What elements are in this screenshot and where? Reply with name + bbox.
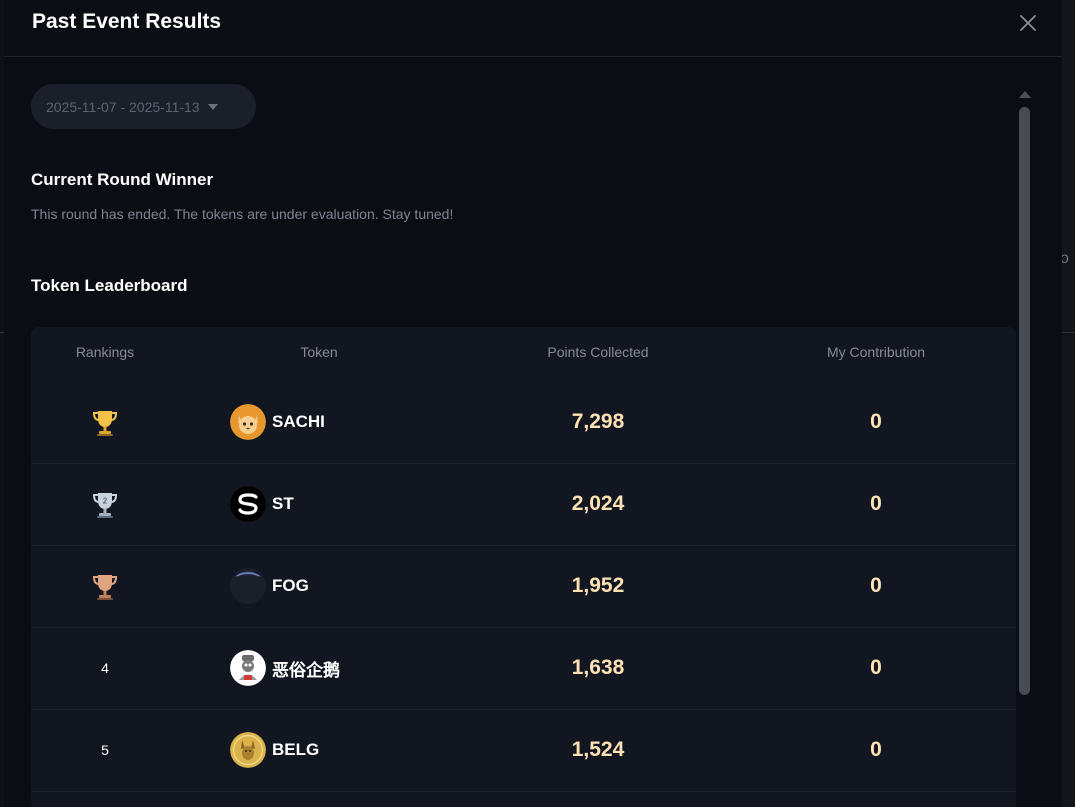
points-value: 2,024 — [571, 492, 625, 515]
close-icon — [1020, 15, 1036, 31]
token-cell: ST — [230, 463, 294, 545]
background-text-peek: o — [1060, 250, 1069, 267]
contribution-value: 0 — [870, 410, 882, 433]
token-cell: 恶俗企鹅 — [230, 627, 340, 709]
rank-cell — [75, 545, 135, 627]
date-range-label: 2025-11-07 - 2025-11-13 — [46, 98, 200, 115]
token-leaderboard-title: Token Leaderboard — [31, 276, 188, 295]
column-header-token: Token — [300, 344, 338, 360]
modal-title: Past Event Results — [32, 10, 222, 33]
token-name: BELG — [272, 740, 320, 759]
modal-header: Past Event Results — [4, 0, 1062, 57]
column-header-contribution: My Contribution — [826, 344, 926, 360]
token-cell: SACHI — [230, 381, 325, 463]
bronze-trophy-icon — [92, 575, 118, 600]
rank-cell: 4 — [75, 627, 135, 709]
background-divider — [0, 332, 4, 333]
points-value: 1,638 — [571, 656, 625, 679]
scrollbar-thumb[interactable] — [1019, 107, 1030, 695]
rank-number: 4 — [101, 660, 109, 676]
caret-down-icon — [207, 103, 218, 110]
dog-coin-avatar-icon — [230, 732, 266, 768]
token-name: 恶俗企鹅 — [272, 660, 340, 680]
table-row[interactable]: 5 BELG 1,524 0 — [31, 709, 1016, 792]
contribution-value: 0 — [870, 574, 882, 597]
points-value: 1,524 — [571, 738, 625, 761]
column-header-points: Points Collected — [547, 344, 649, 360]
table-row[interactable]: 2 ST 2,024 0 — [31, 463, 1016, 546]
svg-text:2: 2 — [103, 497, 108, 506]
background-page-strip — [1062, 0, 1075, 807]
gold-trophy-icon — [92, 411, 118, 436]
rank-cell — [75, 381, 135, 463]
scroll-up-arrow-icon[interactable] — [1019, 91, 1031, 98]
winner-status-message: This round has ended. The tokens are und… — [31, 206, 454, 222]
contribution-value: 0 — [870, 738, 882, 761]
current-round-winner-title: Current Round Winner — [31, 170, 214, 189]
token-cell: BELG — [230, 709, 319, 791]
contribution-value: 0 — [870, 656, 882, 679]
table-row[interactable]: 4 恶俗企鹅 1,638 0 — [31, 627, 1016, 710]
past-event-results-modal: Past Event Results 2025-11-07 - 2025-11-… — [4, 0, 1062, 807]
points-value: 1,952 — [571, 574, 625, 597]
token-name: SACHI — [272, 412, 325, 431]
column-header-rankings: Rankings — [75, 344, 135, 360]
cat-avatar-icon — [230, 404, 266, 440]
table-row[interactable]: FOG 1,952 0 — [31, 545, 1016, 628]
penguin-avatar-icon — [230, 650, 266, 686]
token-name: ST — [272, 494, 294, 513]
contribution-value: 0 — [870, 492, 882, 515]
background-divider — [1062, 332, 1075, 333]
points-value: 7,298 — [571, 410, 625, 433]
close-button[interactable] — [1014, 9, 1042, 37]
rank-cell: 2 — [75, 463, 135, 545]
rank-number: 5 — [101, 742, 109, 758]
rank-cell: 5 — [75, 709, 135, 791]
s-logo-avatar-icon — [230, 486, 266, 522]
leaderboard-table: Rankings Token Points Collected My Contr… — [31, 327, 1016, 807]
table-row[interactable]: SACHI 7,298 0 — [31, 381, 1016, 464]
fog-avatar-icon — [230, 568, 266, 604]
silver-trophy-icon: 2 — [92, 493, 118, 518]
token-cell: FOG — [230, 545, 309, 627]
table-header: Rankings Token Points Collected My Contr… — [31, 327, 1016, 381]
scrollbar[interactable] — [1018, 88, 1032, 807]
date-range-dropdown[interactable]: 2025-11-07 - 2025-11-13 — [31, 84, 256, 129]
token-name: FOG — [272, 576, 309, 595]
